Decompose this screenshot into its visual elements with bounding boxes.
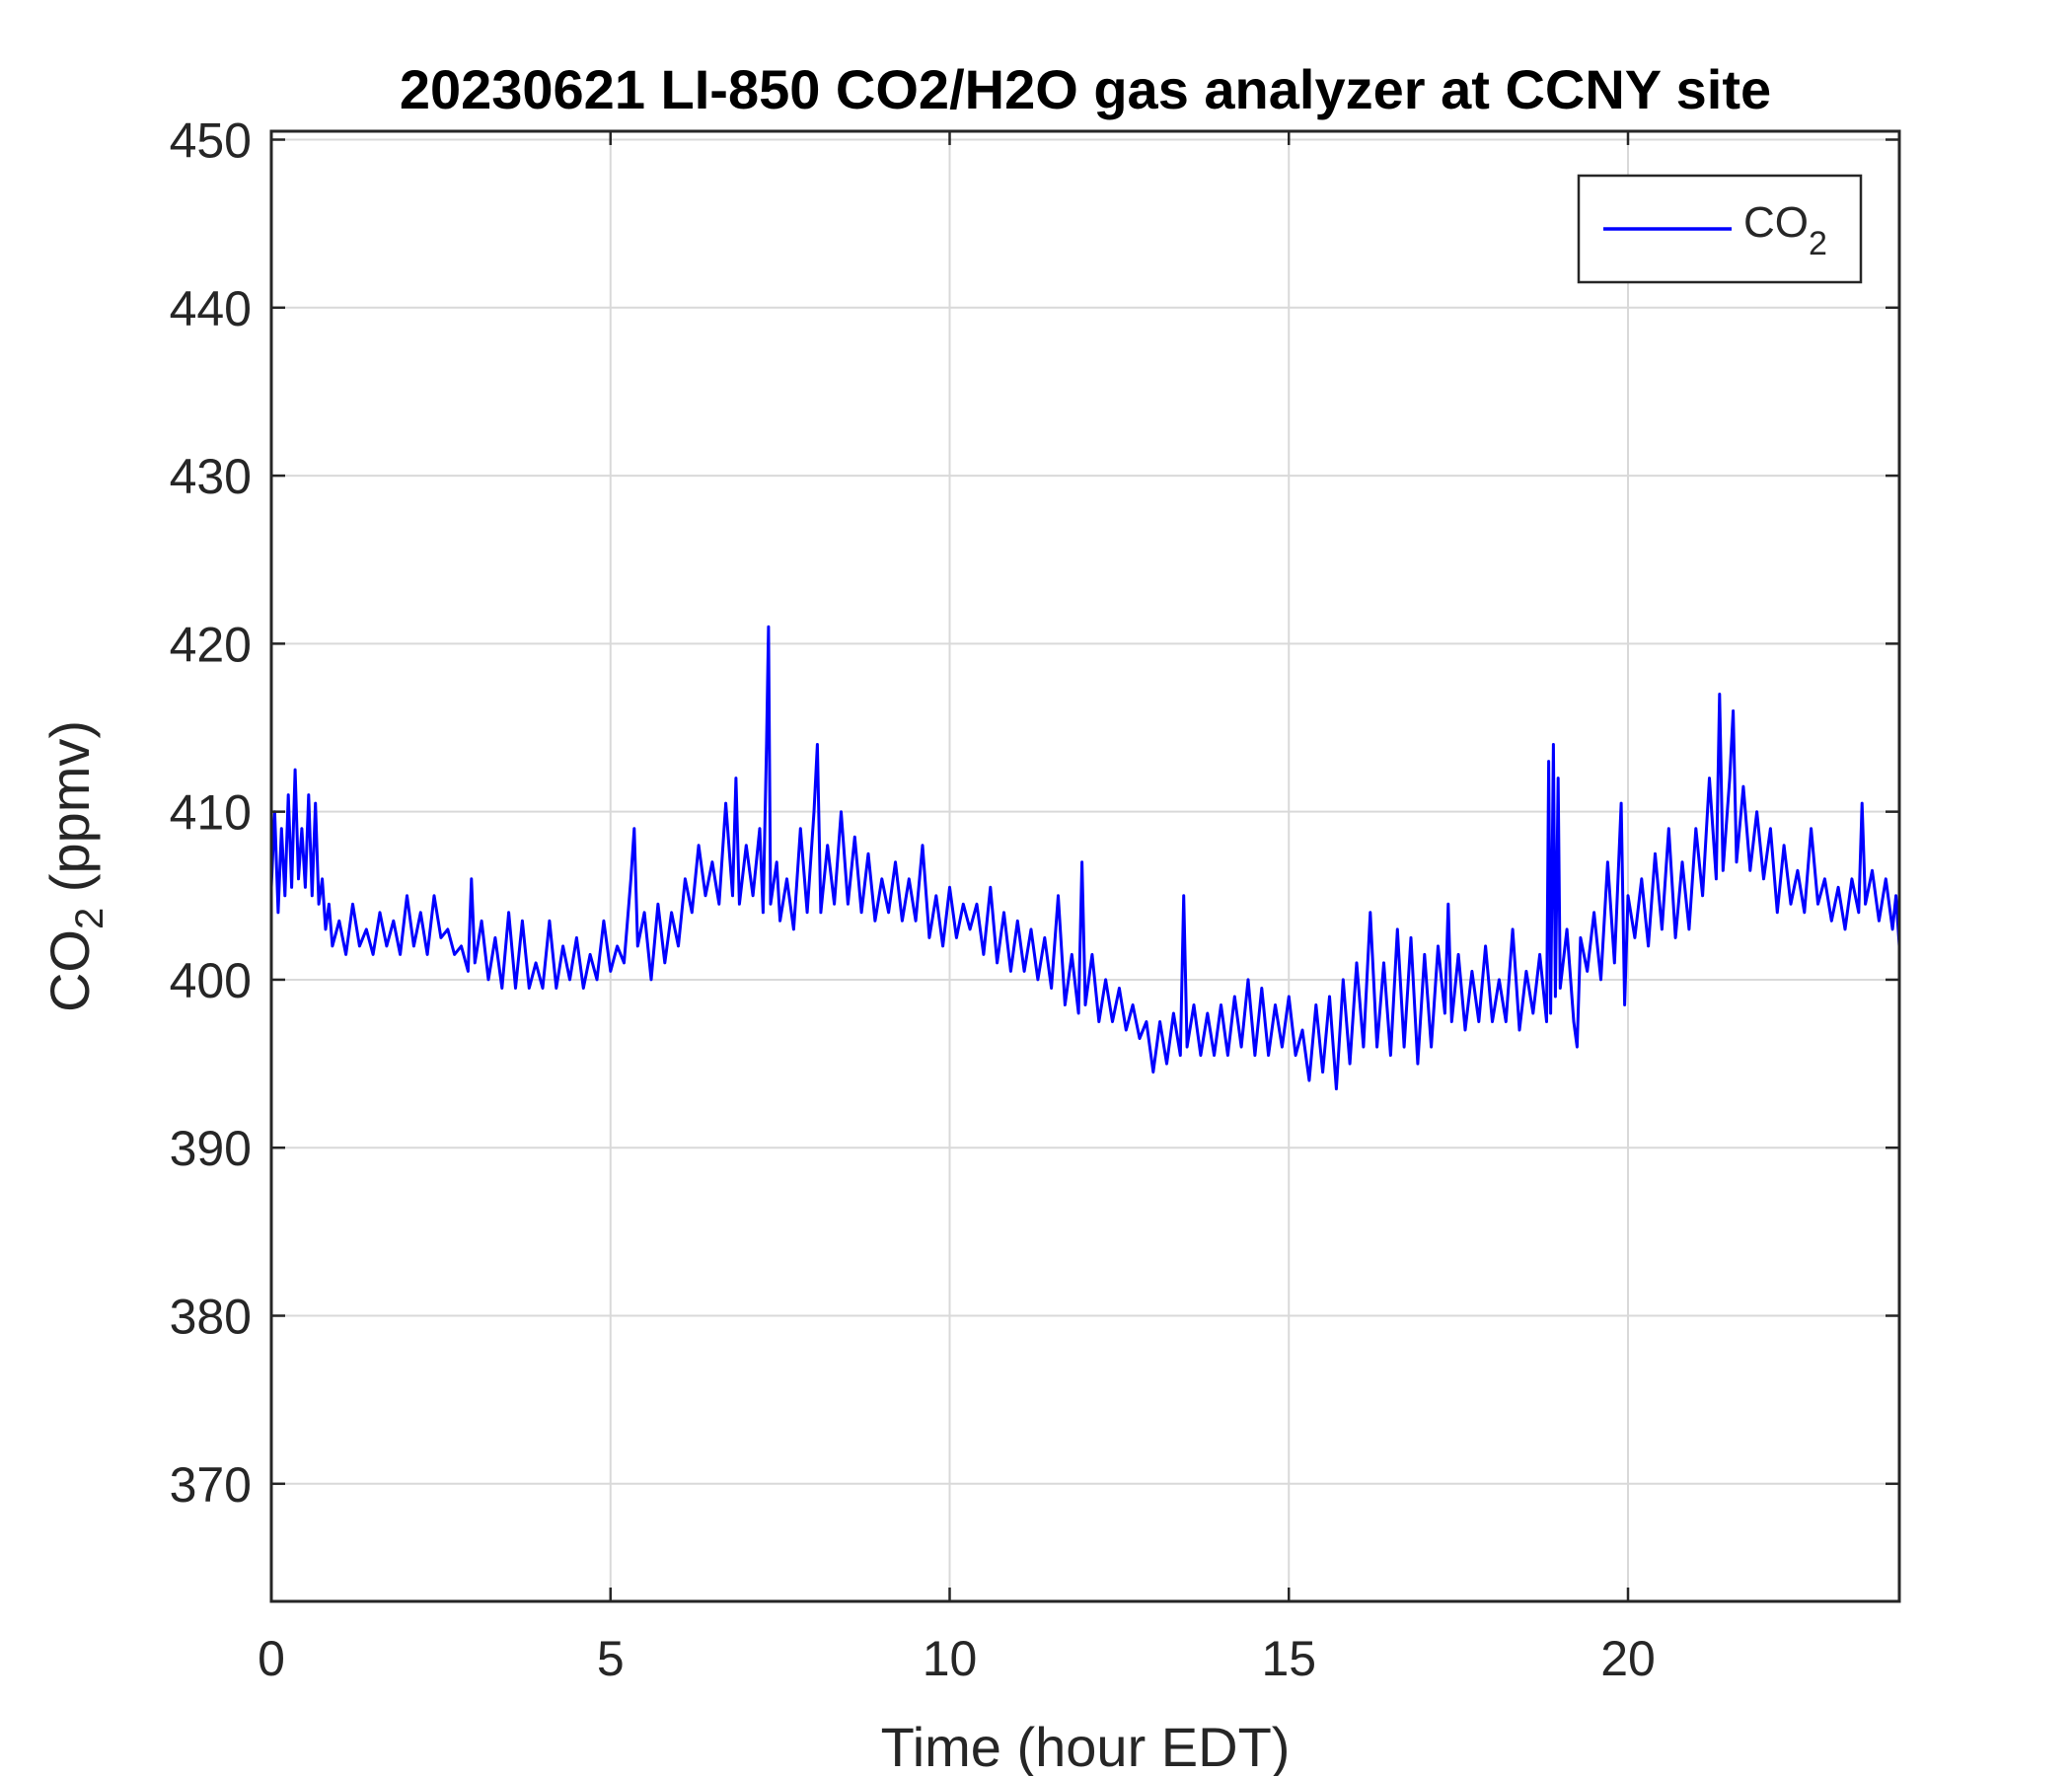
- y-axis-label-unit: (ppmv): [38, 720, 101, 908]
- legend: CO2: [1577, 174, 1863, 284]
- series-line-co2: [269, 625, 1901, 1091]
- y-axis-label-main: CO: [38, 929, 101, 1012]
- plot-area-border: [269, 129, 1901, 1603]
- chart-title: 20230621 LI-850 CO2/H2O gas analyzer at …: [400, 58, 1771, 120]
- y-tick-label: 430: [170, 449, 252, 504]
- y-axis-label-subscript: 2: [68, 908, 111, 929]
- x-tick-label: 10: [923, 1631, 978, 1686]
- y-tick-label: 440: [170, 281, 252, 336]
- y-axis-label: CO2 (ppmv): [38, 720, 111, 1012]
- y-tick-label: 420: [170, 617, 252, 672]
- legend-label-co2: CO2: [1743, 198, 1827, 262]
- x-tick-label: 20: [1600, 1631, 1656, 1686]
- y-tick-label: 400: [170, 953, 252, 1008]
- series-layer: [269, 625, 1901, 1091]
- y-tick-label: 390: [170, 1121, 252, 1176]
- y-tick-label: 410: [170, 785, 252, 841]
- x-tick-label: 15: [1261, 1631, 1316, 1686]
- legend-label-main: CO: [1743, 198, 1809, 247]
- y-tick-label: 370: [170, 1457, 252, 1513]
- y-tick-label: 450: [170, 113, 252, 169]
- legend-label-subscript: 2: [1809, 225, 1827, 262]
- ticks: 0 5 10 15 20 370 380 390 400 410 420 430 440 450: [170, 113, 1899, 1686]
- x-tick-label: 5: [597, 1631, 625, 1686]
- x-axis-label: Time (hour EDT): [881, 1716, 1291, 1776]
- x-tick-label: 0: [258, 1631, 285, 1686]
- y-tick-label: 380: [170, 1290, 252, 1345]
